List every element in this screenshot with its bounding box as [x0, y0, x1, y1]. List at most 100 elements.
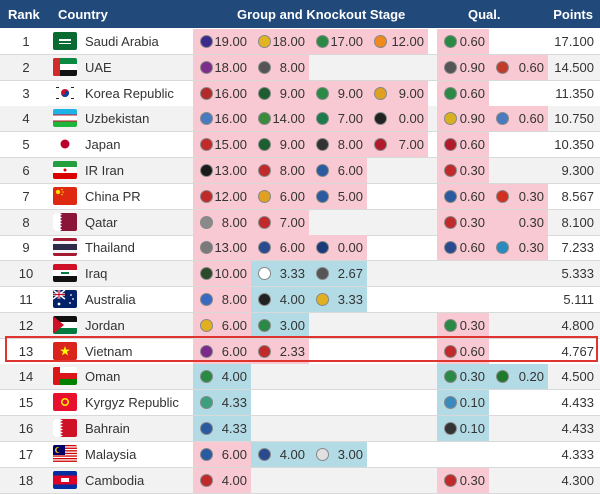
- points-value: 4.00: [279, 446, 305, 462]
- club-logo-icon: [444, 241, 457, 255]
- qualification-points-cell: 0.60: [437, 338, 489, 364]
- club-logo-icon: [444, 344, 457, 358]
- qualification-points-cell: 0.60: [437, 183, 489, 209]
- rank-cell: 4: [22, 111, 30, 127]
- club-logo-icon: [444, 164, 457, 177]
- country-name: IR Iran: [85, 163, 125, 178]
- club-logo-icon: [200, 112, 213, 126]
- flag-qa-icon: [53, 212, 77, 231]
- club-points-cell: 3.33: [251, 261, 309, 287]
- club-points-cell: 4.33: [193, 390, 251, 416]
- flag-jo-icon: [53, 315, 77, 334]
- club-points-cell: 0.00: [367, 106, 428, 132]
- club-points-cell: 6.00: [193, 441, 251, 467]
- points-value: 0.30: [459, 472, 485, 488]
- club-points-cell: 10.00: [193, 261, 251, 287]
- club-points-cell: 3.00: [251, 312, 309, 338]
- highlight-box: [5, 336, 598, 362]
- club-points-cell: 13.00: [193, 158, 251, 183]
- qualification-points-cell: 0.10: [437, 416, 489, 441]
- country-name: Iraq: [85, 266, 108, 282]
- points-value: 0.30: [518, 240, 544, 256]
- qualification-points-cell: 0.60: [437, 29, 489, 54]
- club-points-cell: 4.33: [193, 416, 251, 441]
- club-logo-icon: [200, 344, 213, 358]
- club-logo-icon: [444, 35, 457, 48]
- points-value: 7.00: [279, 214, 305, 230]
- club-logo-icon: [374, 112, 387, 126]
- points-value: 0.60: [518, 111, 544, 127]
- club-logo-icon: [258, 447, 271, 461]
- club-logo-icon: [200, 396, 213, 410]
- club-points-cell: 9.00: [367, 80, 428, 106]
- flag-kr-icon: [53, 83, 77, 102]
- total-points: 4.767: [561, 343, 594, 359]
- country-name: Saudi Arabia: [85, 34, 159, 49]
- rank-cell: 6: [22, 163, 30, 178]
- club-points-cell: 8.00: [309, 132, 367, 158]
- qualification-points-cell: 0.60: [489, 54, 548, 80]
- total-points: 8.567: [561, 188, 594, 204]
- club-logo-icon: [316, 35, 329, 48]
- table-row: 6 IR Iran 13.00 8.00 6.00 0.30 9.300: [0, 158, 600, 184]
- table-row: 9 Thailand 13.00 6.00 0.00 0.60 0.30 7.233: [0, 235, 600, 262]
- rank-cell: 15: [18, 395, 34, 411]
- points-value: 0.60: [459, 240, 485, 256]
- points-value: 9.00: [279, 137, 305, 153]
- rank-cell: 9: [22, 240, 30, 256]
- club-logo-icon: [258, 189, 271, 203]
- club-logo-icon: [496, 189, 509, 203]
- table-row: 3 Korea Republic 16.00 9.00 9.00 9.00 0.60 11.3…: [0, 80, 600, 107]
- flag-my-icon: [53, 444, 77, 463]
- table-row: 2 UAE 18.00 8.00 0.90 0.60 14.500: [0, 54, 600, 81]
- club-points-cell: 14.00: [251, 106, 309, 132]
- club-points-cell: 6.00: [251, 183, 309, 209]
- club-logo-icon: [258, 241, 271, 255]
- points-value: 8.00: [279, 163, 305, 178]
- points-value: 3.00: [279, 317, 305, 333]
- club-points-cell: 12.00: [367, 29, 428, 54]
- club-logo-icon: [496, 241, 509, 255]
- club-logo-icon: [258, 267, 271, 281]
- country-name: Vietnam: [85, 343, 133, 359]
- club-logo-icon: [200, 293, 213, 306]
- table-row: 1 Saudi Arabia 19.00 18.00 17.00 12.00 0.60 17.…: [0, 29, 600, 55]
- header-points: Points: [553, 7, 593, 22]
- flag-th-icon: [53, 238, 77, 257]
- rank-cell: 17: [18, 446, 34, 462]
- total-points: 4.433: [561, 395, 594, 411]
- club-logo-icon: [316, 112, 329, 126]
- club-logo-icon: [496, 60, 509, 74]
- club-points-cell: 9.00: [309, 80, 367, 106]
- club-logo-icon: [258, 112, 271, 126]
- club-logo-icon: [444, 189, 457, 203]
- rank-cell: 3: [22, 85, 30, 101]
- header-group-stage: Group and Knockout Stage: [237, 7, 406, 22]
- club-logo-icon: [200, 422, 213, 435]
- club-points-cell: 3.00: [309, 441, 367, 467]
- rank-cell: 8: [22, 214, 30, 230]
- rank-cell: 1: [22, 34, 30, 49]
- flag-kg-icon: [53, 393, 77, 412]
- points-value: 0.30: [459, 214, 485, 230]
- points-value: 6.00: [279, 188, 305, 204]
- points-value: 0.00: [337, 240, 363, 256]
- country-name: Thailand: [85, 240, 135, 256]
- country-name: Jordan: [85, 317, 125, 333]
- total-points: 11.350: [555, 85, 594, 101]
- club-points-cell: 6.00: [251, 235, 309, 261]
- qualification-points-cell: 0.30: [489, 209, 548, 235]
- points-value: 12.00: [214, 188, 247, 204]
- total-points: 7.233: [561, 240, 594, 256]
- qualification-points-cell: 0.30: [437, 158, 489, 183]
- club-points-cell: 7.00: [251, 209, 309, 235]
- points-value: 0.60: [459, 34, 485, 49]
- club-points-cell: 3.33: [309, 287, 367, 312]
- club-logo-icon: [316, 86, 329, 100]
- rank-cell: 13: [18, 343, 34, 359]
- country-name: Uzbekistan: [85, 111, 150, 127]
- club-logo-icon: [258, 344, 271, 358]
- header-country: Country: [58, 7, 108, 22]
- country-name: Bahrain: [85, 421, 130, 436]
